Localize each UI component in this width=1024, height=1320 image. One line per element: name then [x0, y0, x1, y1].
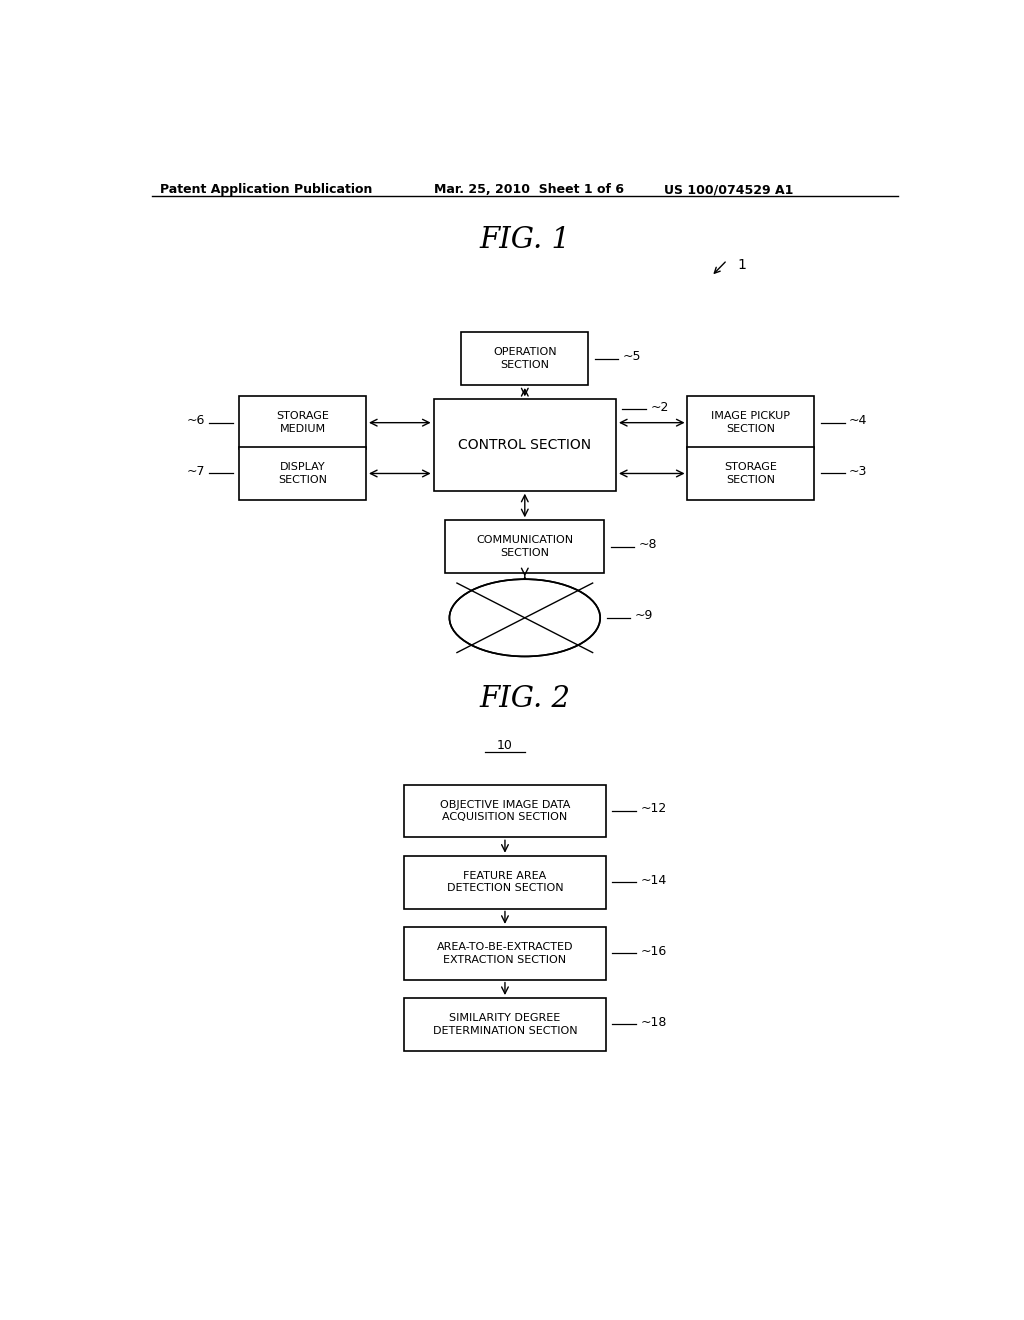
- Bar: [240, 447, 367, 500]
- Bar: [687, 396, 814, 449]
- Bar: [403, 855, 606, 908]
- Bar: [433, 399, 616, 491]
- Text: OBJECTIVE IMAGE DATA
ACQUISITION SECTION: OBJECTIVE IMAGE DATA ACQUISITION SECTION: [439, 800, 570, 822]
- Bar: [403, 927, 606, 979]
- Text: COMMUNICATION
SECTION: COMMUNICATION SECTION: [476, 536, 573, 558]
- Text: 10: 10: [497, 739, 513, 752]
- Text: FIG. 2: FIG. 2: [479, 685, 570, 713]
- Text: Patent Application Publication: Patent Application Publication: [160, 183, 372, 195]
- Text: ~6: ~6: [186, 414, 205, 428]
- Ellipse shape: [450, 579, 600, 656]
- Text: CONTROL SECTION: CONTROL SECTION: [458, 438, 592, 451]
- Bar: [687, 447, 814, 500]
- Text: ~8: ~8: [638, 539, 656, 552]
- Text: Mar. 25, 2010  Sheet 1 of 6: Mar. 25, 2010 Sheet 1 of 6: [433, 183, 624, 195]
- Text: ~9: ~9: [634, 610, 652, 622]
- Text: DISPLAY
SECTION: DISPLAY SECTION: [279, 462, 327, 484]
- Text: ~12: ~12: [640, 803, 667, 816]
- Text: ~4: ~4: [849, 414, 867, 428]
- Text: ~18: ~18: [640, 1016, 667, 1028]
- Text: STORAGE
SECTION: STORAGE SECTION: [725, 462, 777, 484]
- Text: ~7: ~7: [186, 465, 205, 478]
- Text: FIG. 1: FIG. 1: [479, 226, 570, 253]
- Bar: [461, 333, 588, 385]
- Text: FEATURE AREA
DETECTION SECTION: FEATURE AREA DETECTION SECTION: [446, 871, 563, 894]
- Text: ~2: ~2: [650, 401, 669, 414]
- Text: 1: 1: [737, 259, 746, 272]
- Text: ~3: ~3: [849, 465, 867, 478]
- Text: ~14: ~14: [640, 874, 667, 887]
- Text: US 100/074529 A1: US 100/074529 A1: [664, 183, 793, 195]
- Text: ~5: ~5: [623, 350, 641, 363]
- Text: AREA-TO-BE-EXTRACTED
EXTRACTION SECTION: AREA-TO-BE-EXTRACTED EXTRACTION SECTION: [436, 942, 573, 965]
- Bar: [403, 998, 606, 1051]
- Bar: [445, 520, 604, 573]
- Text: SIMILARITY DEGREE
DETERMINATION SECTION: SIMILARITY DEGREE DETERMINATION SECTION: [433, 1012, 578, 1036]
- Text: IMAGE PICKUP
SECTION: IMAGE PICKUP SECTION: [712, 412, 791, 434]
- Bar: [403, 784, 606, 837]
- Text: OPERATION
SECTION: OPERATION SECTION: [493, 347, 557, 370]
- Bar: [240, 396, 367, 449]
- Text: STORAGE
MEDIUM: STORAGE MEDIUM: [276, 412, 329, 434]
- Text: ~16: ~16: [640, 945, 667, 958]
